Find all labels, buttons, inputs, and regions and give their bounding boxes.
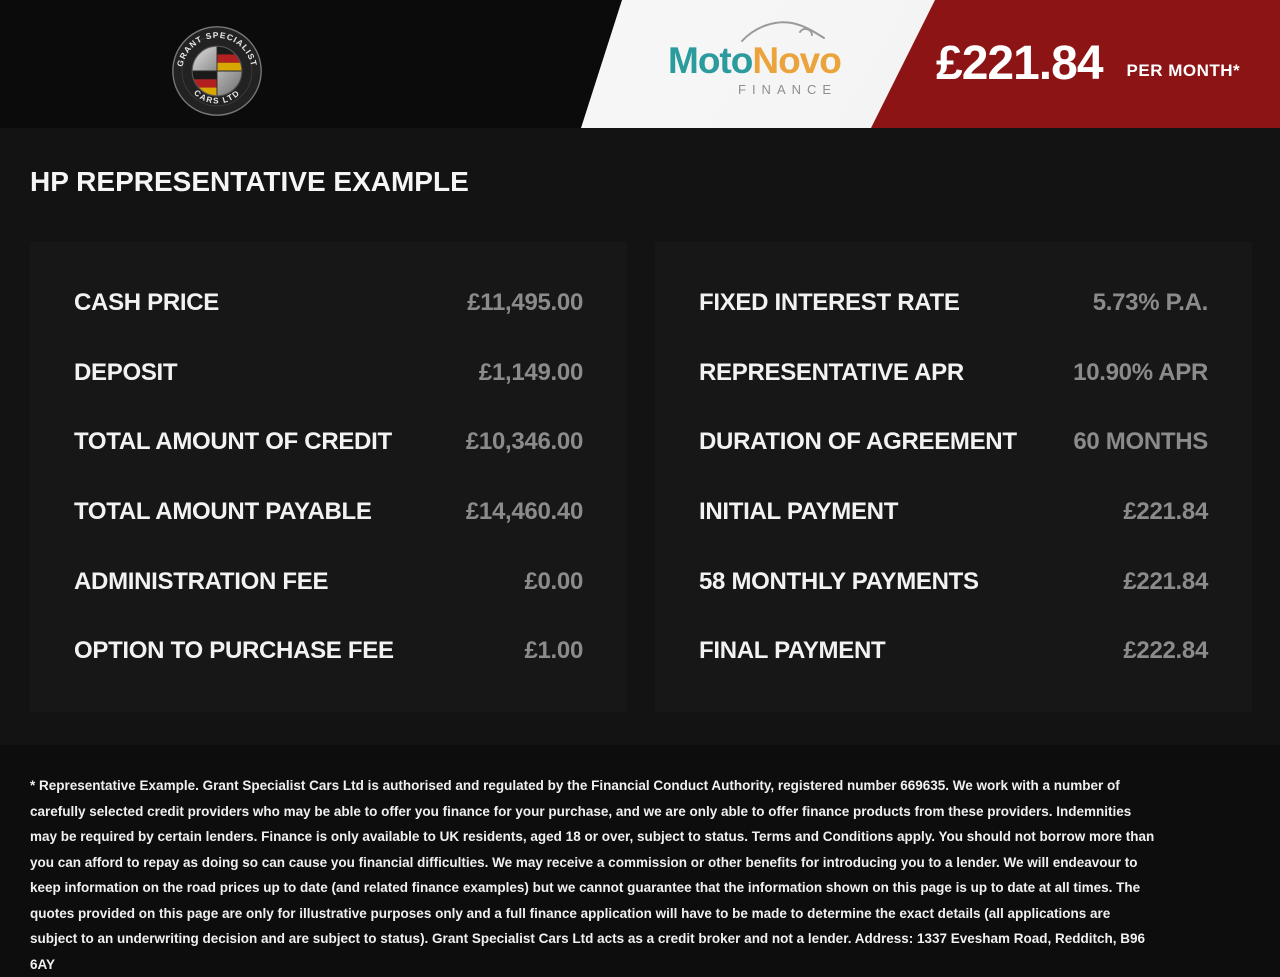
row-label: DEPOSIT [74,358,178,386]
motonovo-wordmark: MotoNovo [668,42,853,79]
monthly-price-amount: £221.84 [936,37,1104,90]
motonovo-moto: Moto [668,40,753,81]
finance-panel-left: CASH PRICE £11,495.00 DEPOSIT £1,149.00 … [30,242,627,712]
header-red-banner [871,0,1280,128]
monthly-price-period: PER MONTH* [1126,61,1241,80]
main-content: HP REPRESENTATIVE EXAMPLE CASH PRICE £11… [0,128,1280,745]
table-row: DURATION OF AGREEMENT 60 MONTHS [699,407,1208,477]
table-row: TOTAL AMOUNT PAYABLE £14,460.40 [74,477,583,547]
row-value: 60 MONTHS [1073,428,1208,456]
row-value: £11,495.00 [467,288,583,316]
row-label: FINAL PAYMENT [699,637,886,665]
table-row: INITIAL PAYMENT £221.84 [699,477,1208,547]
table-row: TOTAL AMOUNT OF CREDIT £10,346.00 [74,407,583,477]
row-label: 58 MONTHLY PAYMENTS [699,567,979,595]
row-value: £1.00 [524,637,583,665]
row-label: FIXED INTEREST RATE [699,288,960,316]
row-value: 10.90% APR [1073,358,1208,386]
table-row: FINAL PAYMENT £222.84 [699,616,1208,686]
monthly-price: £221.84 PER MONTH* [936,0,1240,128]
row-value: £221.84 [1123,497,1208,525]
dealer-roundel-icon: GRANT SPECIALIST CARS LTD [172,26,262,116]
table-row: 58 MONTHLY PAYMENTS £221.84 [699,547,1208,617]
row-label: TOTAL AMOUNT PAYABLE [74,497,372,525]
row-value: £14,460.40 [465,497,583,525]
row-label: REPRESENTATIVE APR [699,358,964,386]
motonovo-finance-label: FINANCE [738,82,838,97]
row-label: ADMINISTRATION FEE [74,567,329,595]
dealer-logo: GRANT SPECIALIST CARS LTD [171,25,263,117]
row-label: CASH PRICE [74,288,220,316]
row-label: TOTAL AMOUNT OF CREDIT [74,428,392,456]
page-title: HP REPRESENTATIVE EXAMPLE [30,166,469,197]
row-label: INITIAL PAYMENT [699,497,899,525]
car-outline-icon [741,21,825,42]
footer: * Representative Example. Grant Speciali… [0,745,1280,977]
row-value: £10,346.00 [465,428,583,456]
row-value: £221.84 [1123,567,1208,595]
motonovo-logo: MotoNovo FINANCE [668,18,853,97]
row-label: DURATION OF AGREEMENT [699,428,1017,456]
table-row: CASH PRICE £11,495.00 [74,268,583,338]
motonovo-novo: Novo [752,40,841,81]
table-row: FIXED INTEREST RATE 5.73% P.A. [699,268,1208,338]
disclaimer-text: * Representative Example. Grant Speciali… [30,778,1155,972]
row-value: 5.73% P.A. [1092,288,1209,316]
finance-panels: CASH PRICE £11,495.00 DEPOSIT £1,149.00 … [30,242,1252,712]
header-bar: GRANT SPECIALIST CARS LTD MotoNovo FINAN… [0,0,1280,128]
table-row: DEPOSIT £1,149.00 [74,338,583,408]
row-label: OPTION TO PURCHASE FEE [74,637,394,665]
row-value: £1,149.00 [478,358,583,386]
table-row: REPRESENTATIVE APR 10.90% APR [699,338,1208,408]
finance-panel-right: FIXED INTEREST RATE 5.73% P.A. REPRESENT… [655,242,1252,712]
row-value: £0.00 [524,567,583,595]
table-row: OPTION TO PURCHASE FEE £1.00 [74,616,583,686]
row-value: £222.84 [1123,637,1208,665]
table-row: ADMINISTRATION FEE £0.00 [74,547,583,617]
